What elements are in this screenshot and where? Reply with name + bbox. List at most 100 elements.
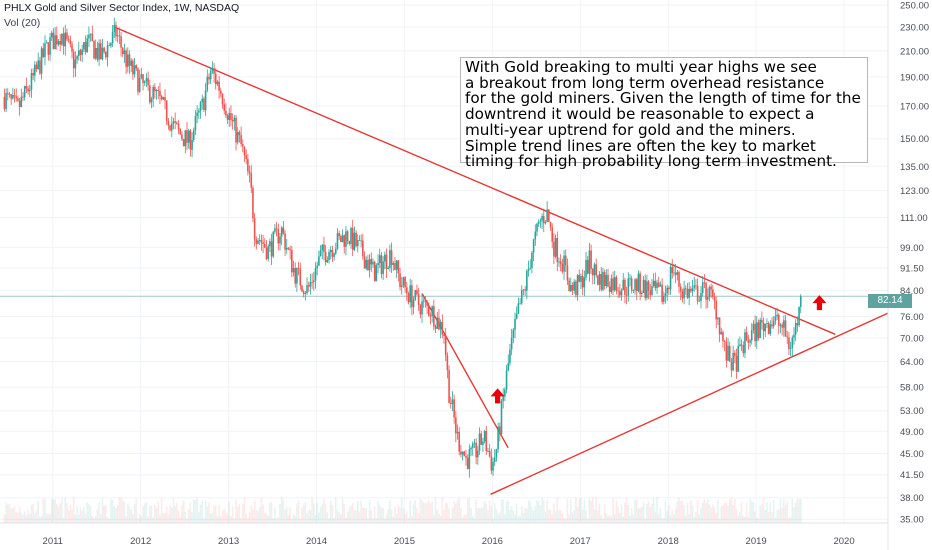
- volume-bar: [159, 514, 161, 523]
- volume-bar: [132, 513, 134, 523]
- candle-body: [258, 240, 261, 241]
- candle-body: [174, 121, 176, 123]
- volume-bar: [311, 498, 313, 523]
- candle-body: [375, 265, 378, 282]
- candle-body: [236, 132, 239, 143]
- candle-body: [509, 349, 511, 364]
- volume-bar: [307, 510, 310, 523]
- candle-body: [671, 266, 674, 274]
- candle-body: [37, 60, 40, 70]
- volume-bar: [791, 498, 794, 523]
- volume-bar: [718, 518, 721, 523]
- volume-bar: [510, 505, 513, 523]
- candle-body: [502, 396, 504, 401]
- candle-body: [409, 285, 411, 303]
- candle-body: [54, 35, 56, 50]
- volume-bar: [147, 516, 149, 523]
- volume-bar: [783, 499, 785, 523]
- candle-body: [42, 48, 45, 57]
- time-axis[interactable]: 2011 2012 2013 2014 2015 2016 2017 2018 2019 2020: [43, 536, 855, 547]
- candle-body: [231, 120, 234, 122]
- volume-bar: [414, 500, 417, 523]
- volume-bar: [5, 502, 7, 523]
- candle-body: [333, 253, 335, 257]
- candle-body: [784, 320, 787, 337]
- volume-bar: [558, 510, 560, 523]
- volume-bar: [201, 500, 204, 523]
- price-tick-label: 230.00: [900, 22, 929, 33]
- candle-body: [706, 296, 709, 300]
- volume-bar: [409, 500, 411, 523]
- breakout-markers: [490, 295, 827, 404]
- volume-bar: [18, 506, 21, 523]
- price-candles: [3, 17, 802, 478]
- candle-body: [57, 41, 60, 45]
- volume-bar: [125, 516, 127, 523]
- volume-bar: [673, 514, 675, 523]
- volume-bar: [735, 509, 738, 523]
- volume-bar: [649, 507, 652, 523]
- volume-bar: [620, 504, 623, 523]
- candle-body: [654, 280, 657, 289]
- volume-bar: [793, 507, 795, 523]
- candle-body: [240, 135, 242, 144]
- volume-bar: [218, 504, 220, 523]
- candle-body: [674, 272, 677, 275]
- candle-body: [515, 313, 518, 319]
- candle-body: [483, 431, 486, 442]
- volume-bar: [737, 515, 739, 523]
- volume-bar: [257, 510, 259, 523]
- volume-bar: [455, 503, 457, 523]
- volume-bar: [553, 503, 555, 523]
- time-tick-label: 2016: [482, 536, 503, 547]
- candle-body: [576, 275, 579, 296]
- volume-bar: [470, 507, 472, 523]
- volume-bar: [348, 507, 351, 523]
- price-axis[interactable]: 35.00 38.00 41.50 45.00 49.00 53.00 58.00 64.00…: [900, 1, 929, 526]
- volume-bar: [387, 509, 390, 523]
- candle-body: [378, 255, 381, 263]
- candle-body: [505, 370, 508, 390]
- volume-bar: [140, 516, 143, 523]
- candle-body: [30, 72, 33, 90]
- volume-bar: [426, 502, 428, 523]
- volume-bar: [578, 498, 581, 523]
- volume-bar: [204, 500, 207, 523]
- candle-body: [417, 294, 420, 305]
- candle-body: [752, 323, 755, 331]
- volume-bar: [605, 513, 608, 523]
- volume-bar: [730, 497, 733, 523]
- volume-bar: [610, 516, 613, 523]
- candle-body: [20, 96, 23, 107]
- volume-bar: [613, 514, 616, 523]
- candle-body: [683, 288, 685, 299]
- candle-body: [600, 274, 603, 290]
- candle-body: [108, 45, 111, 47]
- candle-body: [732, 352, 734, 371]
- candle-body: [625, 294, 628, 296]
- volume-bar: [108, 518, 111, 523]
- volume-bar: [493, 503, 496, 523]
- volume-bar: [340, 514, 342, 523]
- candle-body: [150, 98, 153, 103]
- price-tick-label: 99.00: [900, 243, 924, 254]
- candle-body: [722, 332, 724, 342]
- candle-body: [783, 320, 785, 328]
- candle-body: [299, 268, 302, 286]
- volume-bar: [728, 499, 731, 523]
- candle-body: [750, 330, 753, 341]
- volume-indicator-label[interactable]: Vol (20): [4, 17, 41, 29]
- volume-bar: [208, 502, 210, 523]
- candle-body: [285, 247, 288, 250]
- volume-bar: [762, 497, 765, 523]
- volume-bar: [551, 513, 554, 523]
- candle-body: [684, 288, 687, 290]
- candle-body: [399, 273, 401, 287]
- annotation-textbox[interactable]: With Gold breaking to multi year highs w…: [460, 57, 868, 169]
- volume-bar: [155, 507, 158, 523]
- volume-bar: [176, 503, 178, 523]
- volume-bar: [394, 506, 396, 523]
- candle-body: [652, 280, 655, 287]
- price-tick-label: 41.50: [900, 470, 924, 481]
